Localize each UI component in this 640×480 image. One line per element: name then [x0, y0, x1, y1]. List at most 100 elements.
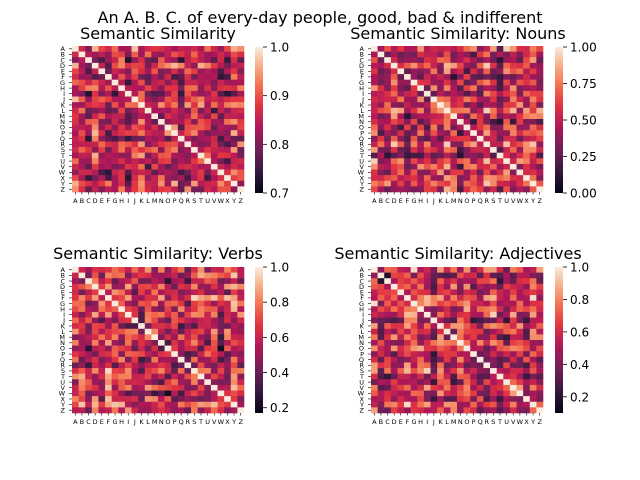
heatmap-cell [516, 107, 524, 114]
heatmap-cell [171, 135, 179, 142]
heatmap-cell [177, 345, 185, 352]
heatmap-cell [237, 272, 245, 279]
heatmap-cell [197, 51, 205, 58]
heatmap-cell [529, 147, 537, 153]
heatmap-cell [78, 152, 86, 159]
heatmap-cell [230, 68, 238, 75]
heatmap-cell [463, 390, 471, 397]
heatmap-cell [184, 119, 192, 125]
heatmap-cell [503, 169, 511, 176]
heatmap-cell [177, 51, 185, 58]
heatmap-cell [536, 62, 544, 69]
heatmap-cell [463, 79, 471, 86]
heatmap-cell [105, 79, 112, 86]
heatmap-cell [457, 135, 464, 142]
heatmap-cell [377, 119, 385, 125]
heatmap-cell [523, 401, 531, 408]
heatmap-cell [164, 356, 172, 363]
heatmap-cell [118, 278, 126, 285]
heatmap-cell [397, 46, 405, 52]
heatmap-cell [237, 79, 245, 86]
heatmap-cell [437, 158, 445, 165]
heatmap-cell [470, 351, 478, 358]
heatmap-cell [124, 113, 132, 120]
x-tick-label: J [133, 197, 136, 205]
heatmap-cell [98, 272, 106, 279]
heatmap-cell [404, 141, 411, 148]
heatmap-cell [91, 272, 99, 279]
heatmap-cell [397, 267, 405, 273]
heatmap-cell [509, 51, 517, 58]
heatmap-cell [509, 300, 517, 307]
heatmap-cell [164, 396, 172, 403]
heatmap-cell [151, 119, 159, 125]
heatmap-cell [437, 68, 445, 75]
heatmap-cell [483, 300, 491, 307]
heatmap-cell [509, 368, 517, 374]
heatmap-cell [384, 135, 392, 142]
heatmap-cell [417, 283, 425, 290]
heatmap-cell [523, 278, 531, 285]
heatmap-cell [397, 68, 405, 75]
heatmap-cell [72, 362, 79, 369]
heatmap-cell [164, 79, 172, 86]
heatmap-cell [138, 141, 146, 148]
heatmap-cell [91, 124, 99, 131]
heatmap-cell [397, 356, 405, 363]
heatmap-cell [450, 79, 458, 86]
heatmap-cell [384, 175, 392, 182]
heatmap-cell [85, 163, 93, 170]
heatmap-cell [131, 57, 139, 64]
heatmap-cell [503, 96, 511, 103]
heatmap-cell [377, 272, 385, 279]
heatmap-cell [463, 74, 471, 80]
heatmap-cell [210, 328, 218, 335]
heatmap-cell [384, 278, 392, 285]
heatmap-cell [410, 96, 418, 103]
colorbar [555, 267, 563, 413]
heatmap-cell [197, 384, 205, 391]
heatmap-cell [529, 368, 537, 374]
x-tick-label: U [205, 418, 210, 426]
heatmap-cell [457, 373, 464, 380]
heatmap-cell [91, 175, 99, 182]
heatmap-cell [197, 368, 205, 374]
heatmap-cell [78, 340, 86, 346]
heatmap-cell [105, 334, 112, 341]
heatmap-cell [224, 401, 232, 408]
heatmap-cell [490, 46, 497, 52]
heatmap-cell [144, 379, 152, 386]
heatmap-cell [237, 306, 245, 313]
heatmap-cell [164, 119, 172, 125]
heatmap-cell [204, 107, 212, 114]
heatmap-cell [390, 328, 398, 335]
heatmap-cell [118, 147, 126, 153]
heatmap-cell [496, 278, 504, 285]
heatmap-cell [443, 289, 451, 296]
heatmap-cell [450, 345, 458, 352]
heatmap-cell [230, 384, 238, 391]
heatmap-cell [450, 152, 458, 159]
heatmap-cell [210, 119, 218, 125]
heatmap-cell [516, 102, 524, 109]
heatmap-cell [496, 328, 504, 335]
heatmap-cell [138, 74, 146, 80]
heatmap-cell [197, 351, 205, 358]
heatmap-cell [98, 85, 106, 92]
heatmap-cell [98, 62, 106, 69]
heatmap-cell [124, 79, 132, 86]
heatmap-cell [230, 57, 238, 64]
x-tick-label: T [198, 197, 203, 205]
heatmap-cell [509, 317, 517, 324]
heatmap-cell [131, 283, 139, 290]
heatmap-cell [171, 79, 179, 86]
heatmap-cell [72, 113, 79, 120]
heatmap-cell [124, 356, 132, 363]
heatmap-cell [158, 135, 165, 142]
heatmap-cell [191, 379, 198, 386]
heatmap-cell [138, 130, 146, 137]
heatmap-cell [377, 407, 385, 414]
heatmap-cell [483, 68, 491, 75]
heatmap-cell [377, 158, 385, 165]
heatmap-cell [177, 180, 185, 187]
